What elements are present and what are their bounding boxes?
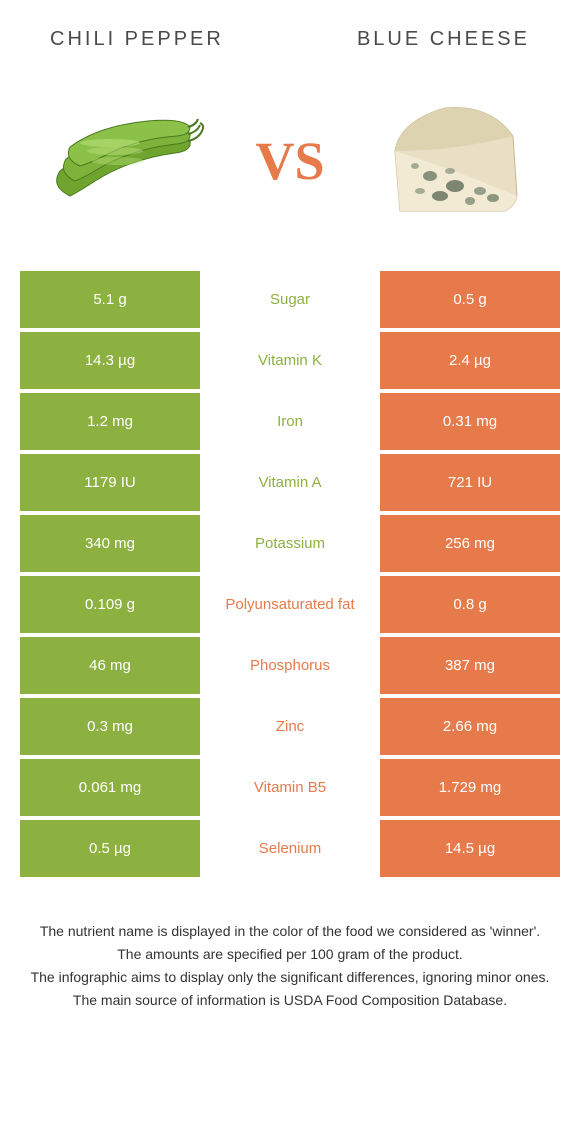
right-value-cell: 2.4 µg — [380, 332, 560, 389]
nutrient-label: Polyunsaturated fat — [200, 576, 380, 633]
left-value-cell: 14.3 µg — [20, 332, 200, 389]
left-value-cell: 340 mg — [20, 515, 200, 572]
table-row: 0.061 mgVitamin B51.729 mg — [20, 759, 560, 816]
left-value-cell: 1.2 mg — [20, 393, 200, 450]
right-value-cell: 256 mg — [380, 515, 560, 572]
left-food-title: Chili pepper — [50, 28, 224, 51]
comparison-table: 5.1 gSugar0.5 g14.3 µgVitamin K2.4 µg1.2… — [0, 271, 580, 877]
nutrient-label: Selenium — [200, 820, 380, 877]
nutrient-label: Sugar — [200, 271, 380, 328]
table-row: 0.5 µgSelenium14.5 µg — [20, 820, 560, 877]
left-value-cell: 0.3 mg — [20, 698, 200, 755]
left-value-cell: 0.109 g — [20, 576, 200, 633]
right-value-cell: 0.8 g — [380, 576, 560, 633]
table-row: 5.1 gSugar0.5 g — [20, 271, 560, 328]
nutrient-label: Potassium — [200, 515, 380, 572]
left-value-cell: 0.5 µg — [20, 820, 200, 877]
footer-line: The main source of information is USDA F… — [30, 990, 550, 1011]
right-food-title: Blue cheese — [357, 28, 530, 51]
right-value-cell: 2.66 mg — [380, 698, 560, 755]
left-value-cell: 0.061 mg — [20, 759, 200, 816]
footer-notes: The nutrient name is displayed in the co… — [0, 881, 580, 1011]
table-row: 46 mgPhosphorus387 mg — [20, 637, 560, 694]
table-row: 0.109 gPolyunsaturated fat0.8 g — [20, 576, 560, 633]
right-value-cell: 14.5 µg — [380, 820, 560, 877]
nutrient-label: Phosphorus — [200, 637, 380, 694]
nutrient-label: Vitamin K — [200, 332, 380, 389]
table-row: 0.3 mgZinc2.66 mg — [20, 698, 560, 755]
table-row: 1179 IUVitamin A721 IU — [20, 454, 560, 511]
right-value-cell: 721 IU — [380, 454, 560, 511]
table-row: 340 mgPotassium256 mg — [20, 515, 560, 572]
chili-pepper-image — [30, 91, 220, 231]
nutrient-label: Iron — [200, 393, 380, 450]
right-value-cell: 387 mg — [380, 637, 560, 694]
nutrient-label: Vitamin A — [200, 454, 380, 511]
right-value-cell: 0.5 g — [380, 271, 560, 328]
table-row: 1.2 mgIron0.31 mg — [20, 393, 560, 450]
table-row: 14.3 µgVitamin K2.4 µg — [20, 332, 560, 389]
right-value-cell: 0.31 mg — [380, 393, 560, 450]
left-value-cell: 1179 IU — [20, 454, 200, 511]
nutrient-label: Zinc — [200, 698, 380, 755]
header: Chili pepper Blue cheese — [0, 0, 580, 61]
footer-line: The nutrient name is displayed in the co… — [30, 921, 550, 942]
right-value-cell: 1.729 mg — [380, 759, 560, 816]
footer-line: The amounts are specified per 100 gram o… — [30, 944, 550, 965]
left-value-cell: 5.1 g — [20, 271, 200, 328]
left-value-cell: 46 mg — [20, 637, 200, 694]
images-row: VS — [0, 61, 580, 271]
blue-cheese-image — [360, 91, 550, 231]
footer-line: The infographic aims to display only the… — [30, 967, 550, 988]
vs-label: VS — [255, 130, 324, 192]
nutrient-label: Vitamin B5 — [200, 759, 380, 816]
